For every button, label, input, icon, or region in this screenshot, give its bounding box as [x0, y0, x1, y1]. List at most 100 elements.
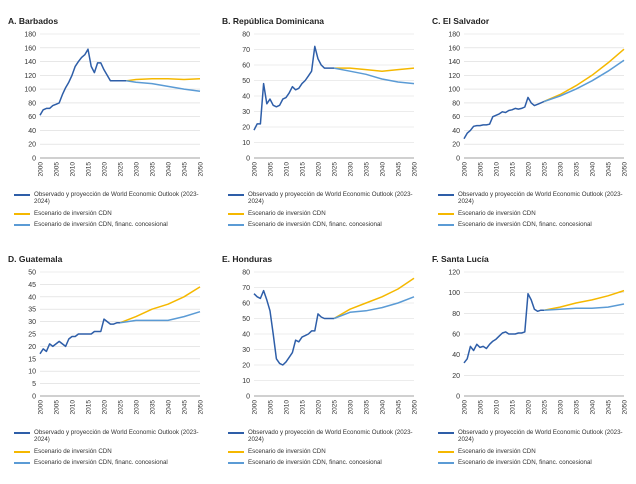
legend-item: Escenario de inversión CDN [228, 210, 418, 217]
x-tick-label: 2040 [165, 162, 172, 177]
x-tick-label: 2035 [573, 400, 580, 415]
series-line-observed [253, 289, 334, 366]
x-tick-label: 2005 [53, 400, 60, 415]
x-tick-label: 2045 [395, 162, 402, 177]
chart-title: B. República Dominicana [222, 16, 325, 26]
chart-legend: Observado y proyección de World Economic… [14, 191, 204, 233]
x-tick-label: 2000 [251, 400, 258, 415]
x-tick-label: 2010 [69, 162, 76, 177]
y-tick-label: 160 [448, 45, 460, 52]
legend-item: Observado y proyección de World Economic… [438, 191, 628, 206]
chart-panel: B. República Dominicana 0 10 20 30 40 50 60 70 80… [220, 16, 420, 246]
legend-swatch [438, 450, 454, 453]
legend-swatch [14, 224, 30, 227]
x-tick-label: 2025 [541, 400, 548, 415]
y-tick-label: 120 [24, 73, 36, 80]
legend-swatch [14, 450, 30, 453]
x-tick-label: 2050 [411, 162, 418, 177]
x-tick-label: 2005 [53, 162, 60, 177]
series-line-cdn [333, 277, 415, 320]
chart-title: E. Honduras [222, 254, 273, 264]
legend-label: Observado y proyección de World Economic… [458, 191, 623, 206]
legend-label: Observado y proyección de World Economic… [248, 429, 413, 444]
x-tick-label: 2015 [299, 400, 306, 415]
legend-item: Escenario de inversión CDN, financ. conc… [438, 221, 628, 228]
y-tick-label: 10 [28, 369, 36, 376]
x-tick-label: 2050 [621, 400, 628, 415]
y-tick-label: 60 [452, 332, 460, 339]
x-tick-label: 2025 [117, 400, 124, 415]
y-tick-label: 30 [242, 347, 250, 354]
chart-title: D. Guatemala [8, 254, 63, 264]
y-tick-label: 70 [242, 47, 250, 54]
legend-item: Observado y proyección de World Economic… [14, 191, 204, 206]
y-tick-label: 20 [242, 125, 250, 132]
chart-legend: Observado y proyección de World Economic… [228, 429, 418, 471]
series-line-cdn [126, 78, 201, 82]
legend-label: Escenario de inversión CDN, financ. conc… [34, 459, 168, 467]
series-line-cdn_concessional [333, 67, 415, 85]
x-tick-label: 2030 [557, 162, 564, 177]
x-tick-label: 2040 [589, 400, 596, 415]
series-line-cdn_concessional [543, 303, 625, 311]
x-tick-label: 2010 [283, 400, 290, 415]
y-tick-label: 20 [452, 373, 460, 380]
y-tick-label: 40 [452, 128, 460, 135]
x-tick-label: 2025 [331, 400, 338, 415]
chart-title: C. El Salvador [432, 16, 490, 26]
x-tick-label: 2030 [347, 400, 354, 415]
y-tick-label: 140 [448, 59, 460, 66]
x-tick-label: 2045 [605, 400, 612, 415]
x-tick-label: 2040 [589, 162, 596, 177]
legend-swatch [438, 224, 454, 227]
y-tick-label: 120 [448, 73, 460, 80]
legend-swatch [438, 194, 454, 196]
x-tick-label: 2015 [509, 162, 516, 177]
legend-item: Escenario de inversión CDN [438, 210, 628, 217]
series-line-cdn [119, 286, 201, 324]
chart-legend: Observado y proyección de World Economic… [14, 429, 204, 471]
x-tick-label: 2040 [379, 400, 386, 415]
y-tick-label: 40 [28, 294, 36, 301]
legend-label: Escenario de inversión CDN [34, 447, 112, 455]
series-line-cdn [334, 67, 415, 72]
y-tick-label: 0 [456, 394, 460, 401]
legend-item: Observado y proyección de World Economic… [14, 429, 204, 444]
x-tick-label: 2005 [267, 400, 274, 415]
x-tick-label: 2000 [37, 162, 44, 177]
y-tick-label: 40 [242, 332, 250, 339]
y-tick-label: 0 [32, 156, 36, 163]
y-tick-label: 20 [28, 142, 36, 149]
x-tick-label: 2020 [525, 400, 532, 415]
y-tick-label: 80 [242, 32, 250, 39]
series-line-cdn_concessional [119, 310, 201, 324]
chart-title: F. Santa Lucía [432, 254, 489, 264]
legend-label: Escenario de inversión CDN, financ. conc… [248, 221, 382, 229]
legend-item: Escenario de inversión CDN, financ. conc… [438, 459, 628, 466]
y-tick-label: 0 [246, 394, 250, 401]
y-tick-label: 0 [246, 156, 250, 163]
y-tick-label: 45 [28, 282, 36, 289]
legend-item: Observado y proyección de World Economic… [228, 191, 418, 206]
series-line-cdn_concessional [333, 296, 415, 320]
x-tick-label: 2035 [363, 162, 370, 177]
x-tick-label: 2020 [101, 162, 108, 177]
x-tick-label: 2010 [493, 400, 500, 415]
y-tick-label: 20 [242, 363, 250, 370]
y-tick-label: 60 [28, 114, 36, 121]
y-tick-label: 25 [28, 332, 36, 339]
series-line-observed [463, 96, 545, 140]
y-tick-label: 80 [242, 270, 250, 277]
chart-panel: D. Guatemala 0 5 10 15 20 25 30 35 40 45 50 2000 2005… [6, 254, 206, 484]
legend-label: Observado y proyección de World Economic… [34, 191, 199, 206]
x-tick-label: 2020 [315, 400, 322, 415]
series-line-observed [39, 48, 127, 116]
legend-label: Escenario de inversión CDN, financ. conc… [458, 459, 592, 467]
legend-item: Escenario de inversión CDN, financ. conc… [228, 221, 418, 228]
legend-label: Escenario de inversión CDN [458, 447, 536, 455]
